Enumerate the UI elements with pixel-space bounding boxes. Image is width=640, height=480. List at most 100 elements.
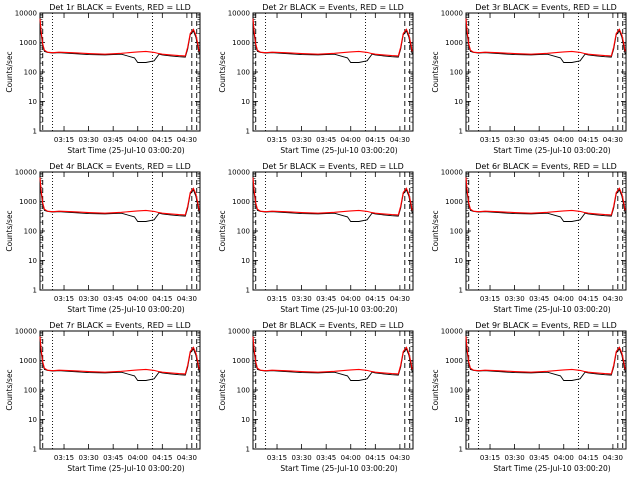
y-tick-label: 1: [33, 128, 37, 136]
x-tick-label: 03:30: [292, 136, 312, 144]
plot-frame: [252, 330, 414, 450]
x-tick-label: 04:00: [128, 295, 148, 303]
x-tick-label: 04:00: [554, 295, 574, 303]
x-tick-label: 03:45: [103, 454, 123, 462]
x-tick-label: 03:45: [316, 295, 336, 303]
events-series-line: [465, 178, 626, 222]
lld-series-line: [39, 177, 200, 216]
panel-title: Det 3r BLACK = Events, RED = LLD: [475, 3, 617, 12]
y-tick-label: 10000: [15, 328, 37, 336]
x-tick-label: 04:30: [390, 295, 410, 303]
x-tick-label: 03:15: [480, 295, 500, 303]
x-tick-label: 04:30: [603, 295, 623, 303]
x-tick-label: 03:15: [267, 295, 287, 303]
x-axis-label: Start Time (25-Jul-10 03:00:20): [280, 464, 397, 473]
chart-panel: Det 6r BLACK = Events, RED = LLD Counts/s…: [431, 162, 627, 314]
y-tick-label: 1000: [232, 39, 250, 47]
panel-title: Det 7r BLACK = Events, RED = LLD: [49, 321, 191, 330]
x-axis-label: Start Time (25-Jul-10 03:00:20): [280, 146, 397, 155]
chart-panel: Det 5r BLACK = Events, RED = LLD Counts/s…: [218, 162, 414, 314]
x-axis-label: Start Time (25-Jul-10 03:00:20): [493, 146, 610, 155]
y-tick-label: 1: [33, 287, 37, 295]
y-tick-label: 1: [246, 287, 250, 295]
y-axis-label: Counts/sec: [218, 210, 227, 251]
x-tick-label: 03:15: [480, 454, 500, 462]
x-tick-label: 04:00: [341, 295, 361, 303]
x-tick-label: 04:00: [341, 136, 361, 144]
chart-panel: Det 2r BLACK = Events, RED = LLD Counts/s…: [218, 3, 414, 155]
y-axis-label: Counts/sec: [431, 210, 440, 251]
y-tick-label: 100: [237, 228, 250, 236]
events-series-line: [39, 19, 200, 63]
x-tick-label: 04:30: [177, 136, 197, 144]
x-tick-label: 04:30: [603, 454, 623, 462]
x-axis-label: Start Time (25-Jul-10 03:00:20): [67, 146, 184, 155]
y-tick-label: 10000: [228, 328, 250, 336]
x-tick-label: 04:00: [554, 454, 574, 462]
x-tick-label: 04:15: [365, 454, 385, 462]
lld-series-line: [465, 18, 626, 57]
panel-title: Det 5r BLACK = Events, RED = LLD: [262, 162, 404, 171]
x-tick-label: 04:15: [578, 454, 598, 462]
y-tick-label: 10000: [228, 169, 250, 177]
y-tick-label: 10: [28, 416, 37, 424]
x-axis-label: Start Time (25-Jul-10 03:00:20): [280, 305, 397, 314]
x-tick-label: 03:15: [267, 136, 287, 144]
y-tick-label: 100: [237, 387, 250, 395]
y-tick-label: 100: [450, 228, 463, 236]
y-tick-label: 10: [241, 416, 250, 424]
x-tick-label: 04:00: [554, 136, 574, 144]
y-tick-label: 1000: [19, 39, 37, 47]
x-tick-label: 03:30: [505, 454, 525, 462]
y-tick-label: 1: [33, 446, 37, 454]
panel-title: Det 6r BLACK = Events, RED = LLD: [475, 162, 617, 171]
y-tick-label: 10000: [15, 169, 37, 177]
y-tick-label: 1: [459, 287, 463, 295]
lld-series-line: [39, 336, 200, 375]
x-tick-label: 04:00: [128, 454, 148, 462]
x-tick-label: 03:30: [79, 136, 99, 144]
y-axis-label: Counts/sec: [5, 51, 14, 92]
y-tick-label: 10: [454, 257, 463, 265]
y-tick-label: 10: [241, 98, 250, 106]
y-axis-label: Counts/sec: [218, 369, 227, 410]
y-tick-label: 1: [459, 446, 463, 454]
x-tick-label: 03:15: [480, 136, 500, 144]
x-tick-label: 04:15: [152, 454, 172, 462]
y-tick-label: 100: [450, 387, 463, 395]
events-series-line: [252, 337, 413, 381]
y-tick-label: 1: [246, 446, 250, 454]
y-tick-label: 1000: [445, 39, 463, 47]
x-tick-label: 04:15: [152, 295, 172, 303]
plot-frame: [465, 12, 627, 132]
events-series-line: [252, 178, 413, 222]
plot-frame: [39, 330, 201, 450]
chart-panel: Det 1r BLACK = Events, RED = LLD Counts/s…: [5, 3, 201, 155]
x-tick-label: 03:45: [316, 454, 336, 462]
y-axis-label: Counts/sec: [218, 51, 227, 92]
chart-panel: Det 9r BLACK = Events, RED = LLD Counts/s…: [431, 321, 627, 473]
plot-frame: [465, 330, 627, 450]
y-tick-label: 1: [459, 128, 463, 136]
x-tick-label: 04:15: [578, 295, 598, 303]
events-series-line: [465, 19, 626, 63]
x-tick-label: 04:15: [365, 136, 385, 144]
y-tick-label: 10000: [441, 10, 463, 18]
x-tick-label: 03:45: [103, 136, 123, 144]
lld-series-line: [39, 18, 200, 57]
y-tick-label: 100: [237, 69, 250, 77]
y-tick-label: 10: [454, 416, 463, 424]
y-axis-label: Counts/sec: [431, 51, 440, 92]
y-tick-label: 1: [246, 128, 250, 136]
x-tick-label: 04:15: [365, 295, 385, 303]
x-tick-label: 03:30: [505, 295, 525, 303]
x-tick-label: 03:15: [54, 136, 74, 144]
x-tick-label: 04:30: [390, 136, 410, 144]
x-tick-label: 03:30: [292, 295, 312, 303]
events-series-line: [39, 337, 200, 381]
y-tick-label: 1000: [19, 357, 37, 365]
x-axis-label: Start Time (25-Jul-10 03:00:20): [67, 305, 184, 314]
lld-series-line: [252, 177, 413, 216]
x-tick-label: 03:30: [79, 454, 99, 462]
